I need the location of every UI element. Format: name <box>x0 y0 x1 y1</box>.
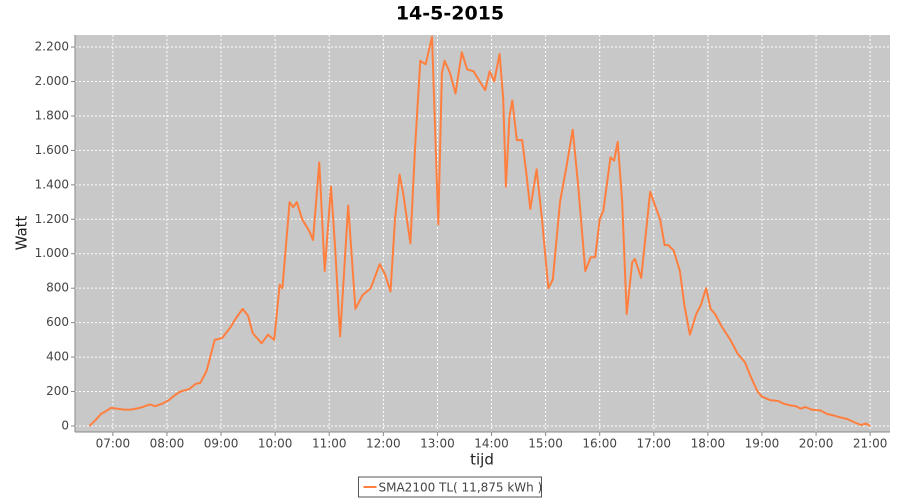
y-tick-label: 1.800 <box>35 108 69 122</box>
x-tick-label: 18:00 <box>691 437 726 451</box>
y-tick-label: 1.400 <box>35 177 69 191</box>
y-tick-label: 400 <box>46 350 69 364</box>
x-tick-label: 08:00 <box>150 437 185 451</box>
x-tick-label: 21:00 <box>853 437 888 451</box>
plot-area <box>75 35 890 432</box>
chart-title: 14-5-2015 <box>396 3 504 25</box>
y-tick-label: 200 <box>46 384 69 398</box>
x-tick-label: 14:00 <box>474 437 509 451</box>
x-tick-label: 07:00 <box>96 437 131 451</box>
x-tick-label: 15:00 <box>528 437 563 451</box>
x-tick-label: 12:00 <box>366 437 401 451</box>
x-tick-label: 20:00 <box>799 437 834 451</box>
y-tick-label: 1.600 <box>35 143 69 157</box>
legend-box <box>358 476 542 498</box>
series-line <box>88 35 871 427</box>
x-tick-label: 10:00 <box>258 437 293 451</box>
y-tick-label: 1.000 <box>35 246 69 260</box>
x-axis-title: tijd <box>470 451 494 469</box>
y-axis-title: Watt <box>13 215 31 250</box>
y-tick-label: 0 <box>61 418 69 432</box>
x-tick-label: 09:00 <box>204 437 239 451</box>
legend-label: SMA2100 TL( 11,875 kWh ) <box>379 481 543 495</box>
y-tick-label: 2.000 <box>35 74 69 88</box>
x-tick-label: 11:00 <box>312 437 347 451</box>
y-tick-label: 800 <box>46 281 69 295</box>
x-tick-label: 19:00 <box>745 437 780 451</box>
y-tick-label: 600 <box>46 315 69 329</box>
y-tick-label: 2.200 <box>35 40 69 54</box>
x-tick-label: 13:00 <box>420 437 455 451</box>
y-tick-label: 1.200 <box>35 212 69 226</box>
x-tick-label: 17:00 <box>636 437 671 451</box>
x-tick-label: 16:00 <box>582 437 617 451</box>
